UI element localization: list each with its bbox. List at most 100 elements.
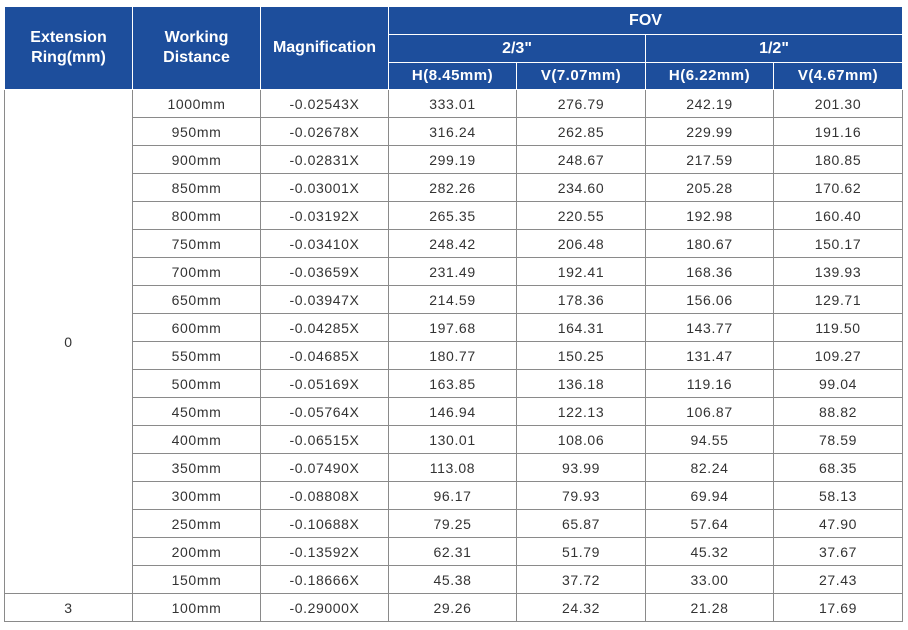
fov-two-thirds-v-cell: 206.48 bbox=[516, 229, 646, 258]
sensor-one-half-v-header: V(4.67mm) bbox=[773, 62, 903, 90]
fov-two-thirds-h-cell: 282.26 bbox=[388, 173, 517, 202]
fov-one-half-h-cell: 143.77 bbox=[645, 313, 774, 342]
working-distance-cell: 100mm bbox=[132, 593, 261, 622]
working-distance-cell: 700mm bbox=[132, 257, 261, 286]
fov-one-half-h-cell: 168.36 bbox=[645, 257, 774, 286]
fov-one-half-v-cell: 68.35 bbox=[773, 453, 903, 482]
table-row: 600mm -0.04285X 197.68 164.31 143.77 119.50 bbox=[5, 313, 903, 342]
magnification-cell: -0.06515X bbox=[260, 425, 389, 454]
table-row: 700mm -0.03659X 231.49 192.41 168.36 139.93 bbox=[5, 257, 903, 286]
fov-one-half-h-cell: 217.59 bbox=[645, 145, 774, 174]
magnification-cell: -0.13592X bbox=[260, 537, 389, 566]
fov-one-half-h-cell: 180.67 bbox=[645, 229, 774, 258]
fov-one-half-v-cell: 129.71 bbox=[773, 285, 903, 314]
magnification-cell: -0.07490X bbox=[260, 453, 389, 482]
fov-two-thirds-h-cell: 248.42 bbox=[388, 229, 517, 258]
table-row: 300mm -0.08808X 96.17 79.93 69.94 58.13 bbox=[5, 481, 903, 510]
fov-two-thirds-h-cell: 62.31 bbox=[388, 537, 517, 566]
fov-one-half-h-cell: 69.94 bbox=[645, 481, 774, 510]
fov-two-thirds-h-cell: 29.26 bbox=[388, 593, 517, 622]
fov-two-thirds-v-cell: 136.18 bbox=[516, 369, 646, 398]
fov-one-half-v-cell: 47.90 bbox=[773, 509, 903, 538]
fov-one-half-h-cell: 156.06 bbox=[645, 285, 774, 314]
extension-ring-cell: 3 bbox=[4, 593, 133, 622]
table-row: 0 1000mm -0.02543X 333.01 276.79 242.19 201.30 bbox=[4, 89, 903, 594]
fov-two-thirds-h-cell: 333.01 bbox=[388, 89, 517, 118]
table-row: 350mm -0.07490X 113.08 93.99 82.24 68.35 bbox=[5, 453, 903, 482]
sensor-one-half-header: 1/2" bbox=[645, 34, 903, 63]
fov-two-thirds-h-cell: 316.24 bbox=[388, 117, 517, 146]
fov-two-thirds-v-cell: 276.79 bbox=[516, 89, 646, 118]
fov-two-thirds-h-cell: 180.77 bbox=[388, 341, 517, 370]
working-distance-cell: 450mm bbox=[132, 397, 261, 426]
magnification-cell: -0.05764X bbox=[260, 397, 389, 426]
fov-one-half-h-cell: 21.28 bbox=[645, 593, 774, 622]
table-row: 400mm -0.06515X 130.01 108.06 94.55 78.59 bbox=[5, 425, 903, 454]
fov-one-half-h-cell: 192.98 bbox=[645, 201, 774, 230]
fov-one-half-h-cell: 33.00 bbox=[645, 565, 774, 594]
fov-one-half-h-cell: 106.87 bbox=[645, 397, 774, 426]
fov-two-thirds-v-cell: 164.31 bbox=[516, 313, 646, 342]
fov-one-half-v-cell: 119.50 bbox=[773, 313, 903, 342]
table-row: 750mm -0.03410X 248.42 206.48 180.67 150.17 bbox=[5, 229, 903, 258]
fov-one-half-v-cell: 99.04 bbox=[773, 369, 903, 398]
fov-one-half-h-cell: 131.47 bbox=[645, 341, 774, 370]
fov-two-thirds-v-cell: 37.72 bbox=[516, 565, 646, 594]
magnification-cell: -0.02543X bbox=[260, 89, 389, 118]
fov-two-thirds-h-cell: 299.19 bbox=[388, 145, 517, 174]
working-distance-cell: 500mm bbox=[132, 369, 261, 398]
table-row: 200mm -0.13592X 62.31 51.79 45.32 37.67 bbox=[5, 537, 903, 566]
fov-one-half-h-cell: 229.99 bbox=[645, 117, 774, 146]
fov-two-thirds-h-cell: 130.01 bbox=[388, 425, 517, 454]
fov-one-half-h-cell: 82.24 bbox=[645, 453, 774, 482]
fov-two-thirds-v-cell: 51.79 bbox=[516, 537, 646, 566]
working-distance-cell: 800mm bbox=[132, 201, 261, 230]
magnification-cell: -0.18666X bbox=[260, 565, 389, 594]
fov-one-half-v-cell: 170.62 bbox=[773, 173, 903, 202]
fov-two-thirds-h-cell: 197.68 bbox=[388, 313, 517, 342]
magnification-cell: -0.04685X bbox=[260, 341, 389, 370]
fov-two-thirds-v-cell: 192.41 bbox=[516, 257, 646, 286]
fov-one-half-v-cell: 160.40 bbox=[773, 201, 903, 230]
fov-two-thirds-v-cell: 220.55 bbox=[516, 201, 646, 230]
magnification-cell: -0.03947X bbox=[260, 285, 389, 314]
fov-two-thirds-h-cell: 146.94 bbox=[388, 397, 517, 426]
fov-two-thirds-h-cell: 79.25 bbox=[388, 509, 517, 538]
fov-one-half-v-cell: 150.17 bbox=[773, 229, 903, 258]
fov-two-thirds-h-cell: 265.35 bbox=[388, 201, 517, 230]
working-distance-cell: 400mm bbox=[132, 425, 261, 454]
working-distance-cell: 850mm bbox=[132, 173, 261, 202]
fov-two-thirds-v-cell: 108.06 bbox=[516, 425, 646, 454]
working-distance-cell: 900mm bbox=[132, 145, 261, 174]
working-distance-cell: 950mm bbox=[132, 117, 261, 146]
fov-two-thirds-v-cell: 65.87 bbox=[516, 509, 646, 538]
fov-two-thirds-h-cell: 113.08 bbox=[388, 453, 517, 482]
fov-two-thirds-v-cell: 150.25 bbox=[516, 341, 646, 370]
fov-one-half-v-cell: 17.69 bbox=[773, 593, 903, 622]
fov-one-half-v-cell: 139.93 bbox=[773, 257, 903, 286]
fov-two-thirds-v-cell: 122.13 bbox=[516, 397, 646, 426]
working-distance-cell: 250mm bbox=[132, 509, 261, 538]
magnification-cell: -0.03410X bbox=[260, 229, 389, 258]
fov-one-half-h-cell: 242.19 bbox=[645, 89, 774, 118]
fov-table: Extension Ring(mm) Working Distance Magn… bbox=[4, 6, 903, 622]
sensor-two-thirds-h-header: H(8.45mm) bbox=[388, 62, 517, 90]
magnification-cell: -0.10688X bbox=[260, 509, 389, 538]
table-row: 3 100mm -0.29000X 29.26 24.32 21.28 17.69 bbox=[4, 593, 903, 622]
magnification-cell: -0.02831X bbox=[260, 145, 389, 174]
working-distance-header: Working Distance bbox=[132, 6, 261, 90]
fov-two-thirds-v-cell: 79.93 bbox=[516, 481, 646, 510]
fov-one-half-v-cell: 201.30 bbox=[773, 89, 903, 118]
table-row: 450mm -0.05764X 146.94 122.13 106.87 88.82 bbox=[5, 397, 903, 426]
sensor-one-half-h-header: H(6.22mm) bbox=[645, 62, 774, 90]
extension-ring-cell: 0 bbox=[4, 89, 133, 594]
working-distance-cell: 550mm bbox=[132, 341, 261, 370]
fov-one-half-v-cell: 37.67 bbox=[773, 537, 903, 566]
sensor-two-thirds-header: 2/3" bbox=[388, 34, 646, 63]
table-row: 650mm -0.03947X 214.59 178.36 156.06 129.71 bbox=[5, 285, 903, 314]
working-distance-cell: 350mm bbox=[132, 453, 261, 482]
fov-one-half-v-cell: 109.27 bbox=[773, 341, 903, 370]
magnification-cell: -0.02678X bbox=[260, 117, 389, 146]
fov-two-thirds-h-cell: 45.38 bbox=[388, 565, 517, 594]
magnification-cell: -0.03659X bbox=[260, 257, 389, 286]
